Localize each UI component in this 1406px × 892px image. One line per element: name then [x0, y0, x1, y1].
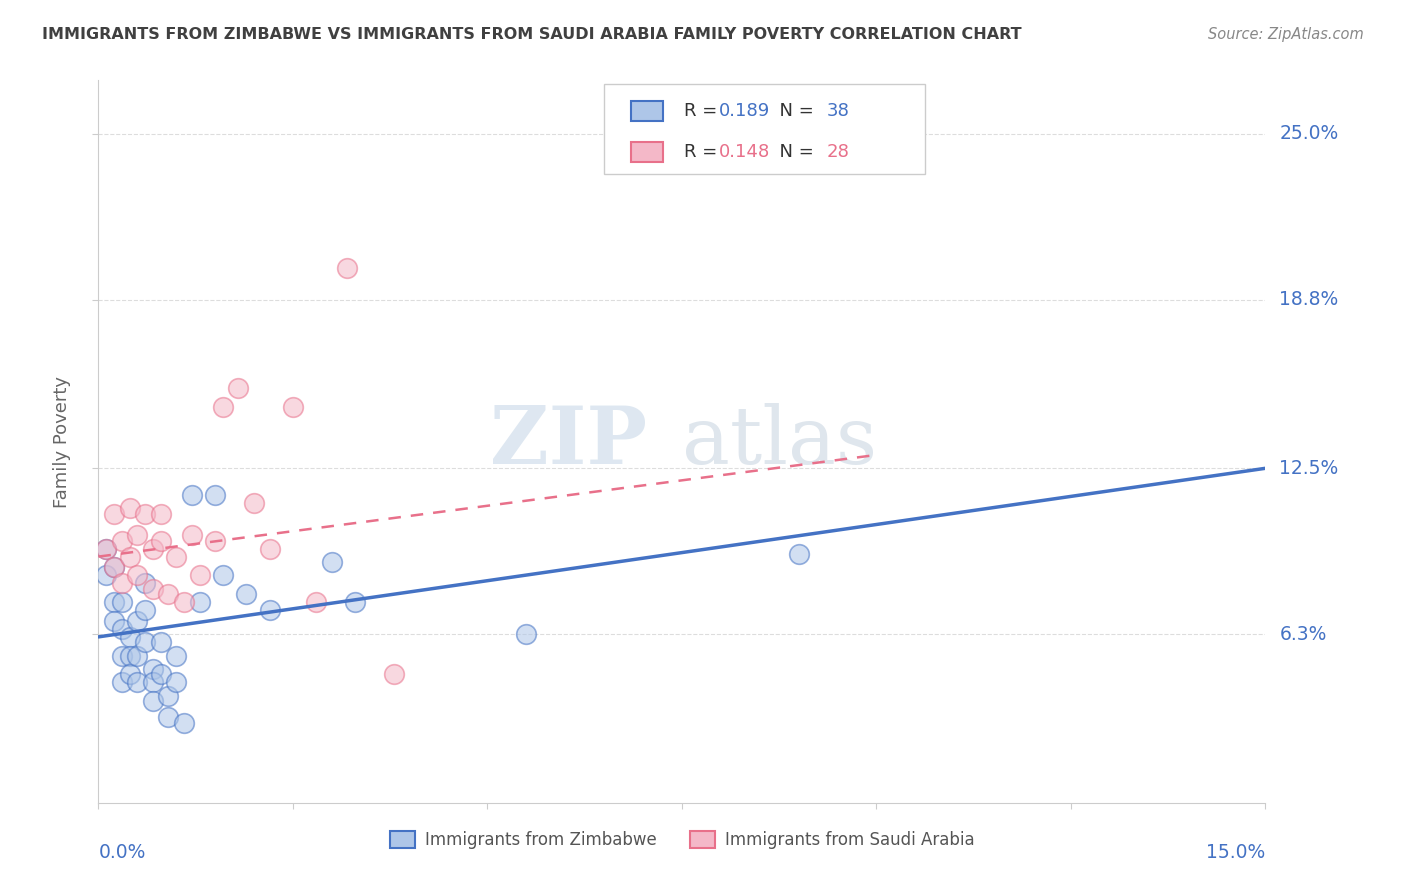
- Point: [281, 400, 304, 414]
- Text: N =: N =: [768, 102, 820, 120]
- Point: [96, 568, 118, 582]
- Point: [157, 587, 180, 601]
- Point: [165, 549, 187, 564]
- Point: [103, 560, 125, 574]
- Point: [149, 533, 172, 548]
- Point: [259, 541, 281, 556]
- Point: [180, 488, 202, 502]
- Point: [111, 533, 134, 548]
- Text: IMMIGRANTS FROM ZIMBABWE VS IMMIGRANTS FROM SAUDI ARABIA FAMILY POVERTY CORRELAT: IMMIGRANTS FROM ZIMBABWE VS IMMIGRANTS F…: [42, 27, 1022, 42]
- Point: [103, 614, 125, 628]
- Point: [127, 675, 149, 690]
- Point: [111, 576, 134, 591]
- Point: [204, 533, 226, 548]
- Text: 12.5%: 12.5%: [1279, 458, 1339, 478]
- Point: [149, 507, 172, 521]
- Point: [165, 675, 187, 690]
- Point: [149, 667, 172, 681]
- Text: 15.0%: 15.0%: [1206, 843, 1265, 862]
- Text: 0.148: 0.148: [720, 144, 770, 161]
- Point: [111, 595, 134, 609]
- Point: [118, 648, 141, 663]
- Point: [235, 587, 257, 601]
- FancyBboxPatch shape: [630, 101, 664, 121]
- Point: [134, 576, 156, 591]
- Point: [157, 689, 180, 703]
- Text: 25.0%: 25.0%: [1279, 124, 1339, 144]
- Point: [103, 507, 125, 521]
- Text: ZIP: ZIP: [489, 402, 647, 481]
- FancyBboxPatch shape: [630, 142, 664, 162]
- Point: [111, 675, 134, 690]
- Point: [142, 675, 165, 690]
- FancyBboxPatch shape: [603, 84, 925, 174]
- Legend: Immigrants from Zimbabwe, Immigrants from Saudi Arabia: Immigrants from Zimbabwe, Immigrants fro…: [382, 824, 981, 856]
- Point: [118, 667, 141, 681]
- Point: [103, 595, 125, 609]
- Point: [204, 488, 226, 502]
- Text: Source: ZipAtlas.com: Source: ZipAtlas.com: [1208, 27, 1364, 42]
- Text: 0.0%: 0.0%: [98, 843, 146, 862]
- Point: [787, 547, 810, 561]
- Point: [305, 595, 328, 609]
- Point: [142, 541, 165, 556]
- Text: 38: 38: [827, 102, 849, 120]
- Point: [173, 715, 195, 730]
- Point: [243, 496, 266, 510]
- Point: [157, 710, 180, 724]
- Point: [142, 662, 165, 676]
- Text: R =: R =: [685, 144, 723, 161]
- Point: [127, 614, 149, 628]
- Point: [149, 635, 172, 649]
- Text: 18.8%: 18.8%: [1279, 290, 1339, 310]
- Point: [96, 541, 118, 556]
- Point: [127, 648, 149, 663]
- Point: [111, 622, 134, 636]
- Point: [103, 560, 125, 574]
- Point: [228, 381, 250, 395]
- Point: [173, 595, 195, 609]
- Point: [321, 555, 343, 569]
- Text: 6.3%: 6.3%: [1279, 624, 1327, 644]
- Point: [127, 568, 149, 582]
- Point: [212, 568, 235, 582]
- Point: [142, 694, 165, 708]
- Point: [188, 568, 211, 582]
- Point: [134, 635, 156, 649]
- Point: [336, 260, 359, 275]
- Point: [118, 630, 141, 644]
- Y-axis label: Family Poverty: Family Poverty: [53, 376, 72, 508]
- Point: [212, 400, 235, 414]
- Point: [111, 648, 134, 663]
- Point: [165, 648, 187, 663]
- Text: N =: N =: [768, 144, 820, 161]
- Point: [382, 667, 405, 681]
- Point: [127, 528, 149, 542]
- Point: [180, 528, 202, 542]
- Text: 28: 28: [827, 144, 849, 161]
- Point: [259, 603, 281, 617]
- Point: [344, 595, 367, 609]
- Text: R =: R =: [685, 102, 723, 120]
- Point: [118, 549, 141, 564]
- Text: atlas: atlas: [682, 402, 877, 481]
- Point: [134, 603, 156, 617]
- Point: [188, 595, 211, 609]
- Text: 0.189: 0.189: [720, 102, 770, 120]
- Point: [134, 507, 156, 521]
- Point: [118, 501, 141, 516]
- Point: [96, 541, 118, 556]
- Point: [515, 627, 537, 641]
- Point: [142, 582, 165, 596]
